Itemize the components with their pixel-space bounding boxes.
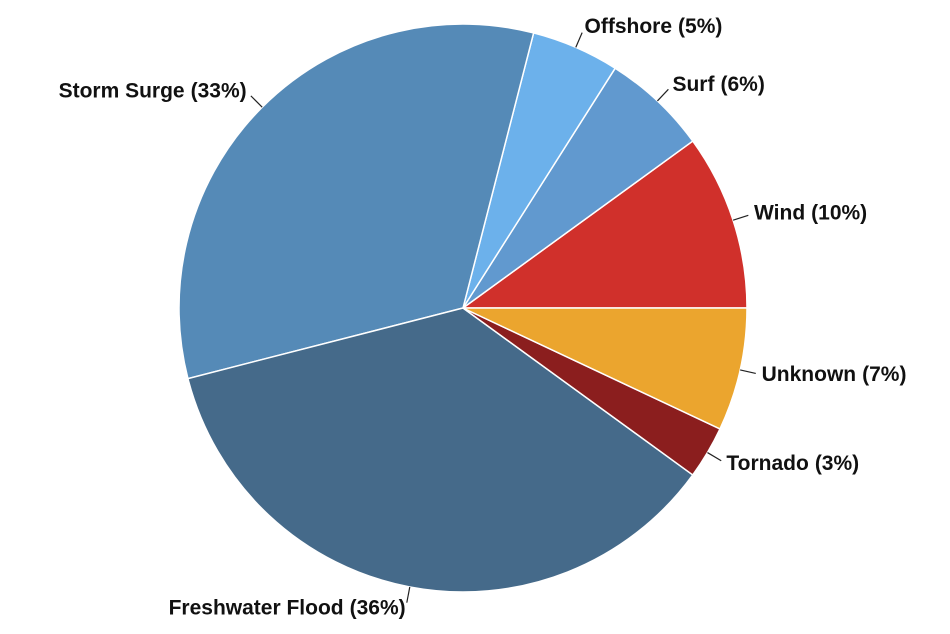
category-label: Unknown (762, 362, 857, 385)
value-label: (10%) (811, 201, 867, 224)
value-label: (6%) (720, 72, 764, 95)
category-label: Tornado (726, 451, 808, 474)
value-label: (33%) (191, 79, 247, 102)
pie-slice (462, 307, 748, 430)
slice-label: Surf (6%) (672, 72, 764, 95)
category-label: Surf (672, 72, 715, 95)
value-label: (3%) (815, 451, 859, 474)
leader-line (707, 452, 722, 462)
slice-label: Freshwater Flood (36%) (169, 596, 406, 619)
leader-line (575, 32, 583, 48)
category-label: Offshore (585, 15, 673, 38)
slice-label: Storm Surge (33%) (59, 79, 247, 102)
category-label: Wind (754, 201, 805, 224)
leader-line (656, 88, 669, 102)
value-label: (7%) (862, 362, 906, 385)
slice-label: Offshore (5%) (585, 15, 723, 38)
leader-line (406, 586, 411, 603)
category-label: Freshwater Flood (169, 596, 344, 619)
slice-label: Tornado (3%) (726, 451, 859, 474)
slice-label: Wind (10%) (754, 201, 867, 224)
leader-line (732, 214, 749, 221)
pie-slice (460, 140, 748, 309)
leader-line (740, 369, 756, 375)
leader-line (250, 95, 263, 108)
slice-label: Unknown (7%) (762, 362, 907, 385)
category-label: Storm Surge (59, 79, 185, 102)
value-label: (36%) (350, 596, 406, 619)
value-label: (5%) (678, 15, 722, 38)
